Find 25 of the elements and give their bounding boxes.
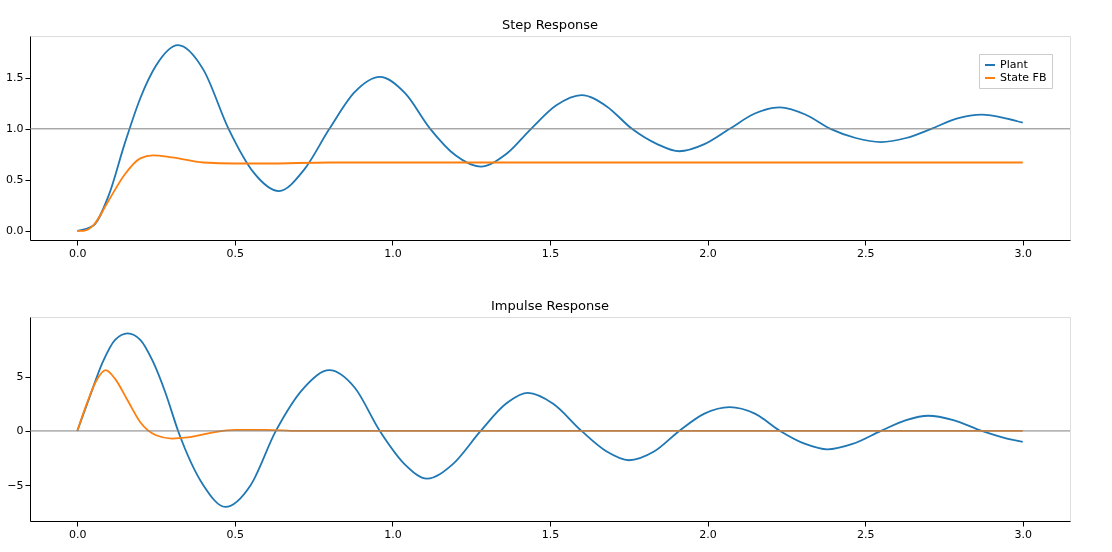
x-tick-label: 0.0 (69, 527, 87, 541)
x-tick-label: 3.0 (1014, 246, 1032, 260)
x-tick-label: 2.5 (856, 246, 875, 260)
y-tick-label: 5 (16, 370, 24, 384)
y-tick-label: 0.5 (6, 173, 24, 187)
x-tick-label: 2.0 (699, 527, 717, 541)
x-tick-label: 2.5 (856, 527, 875, 541)
y-tick-label: 1.0 (6, 122, 24, 136)
x-tick-label: 0.5 (226, 527, 245, 541)
y-tick-label: −5 (7, 478, 24, 492)
x-tick-label: 1.0 (384, 246, 402, 260)
chart-title: Impulse Response (491, 298, 609, 313)
chart-title: Step Response (501, 17, 599, 32)
x-tick-label: 2.0 (699, 246, 717, 260)
x-tick-label: 1.5 (541, 527, 560, 541)
x-tick-label: 1.5 (541, 246, 560, 260)
y-tick-label: 1.5 (6, 71, 24, 85)
y-tick-label: 0.0 (6, 224, 24, 238)
y-tick-label: 0 (16, 424, 24, 438)
x-tick-label: 3.0 (1014, 527, 1032, 541)
legend-label: State FB (1000, 71, 1047, 84)
x-tick-label: 1.0 (384, 527, 402, 541)
x-tick-label: 0.0 (69, 246, 87, 260)
legend-label: Plant (1000, 58, 1029, 71)
x-tick-label: 0.5 (226, 246, 245, 260)
